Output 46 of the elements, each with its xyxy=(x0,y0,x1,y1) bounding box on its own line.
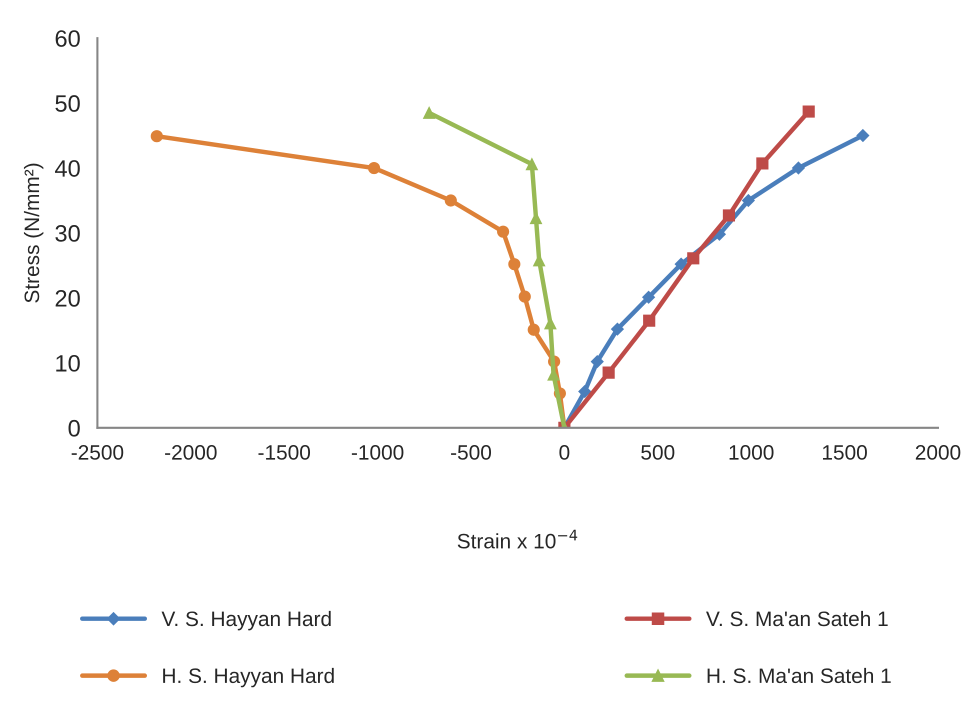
x-tick-label: 1000 xyxy=(730,445,774,460)
x-tick-label: 0 xyxy=(559,445,570,460)
point xyxy=(742,194,755,207)
point xyxy=(444,194,457,207)
point xyxy=(150,130,163,142)
x-tick-label: -500 xyxy=(451,445,492,460)
point xyxy=(802,105,815,118)
x-tick-label: 1500 xyxy=(822,445,867,460)
point xyxy=(643,314,656,327)
point xyxy=(508,258,520,270)
point xyxy=(792,162,805,174)
legend-label: H. S. Hayyan Hard xyxy=(163,668,334,688)
point xyxy=(368,162,380,174)
point xyxy=(856,129,870,142)
point xyxy=(642,290,656,304)
x-tick-label: -2500 xyxy=(72,445,124,460)
point xyxy=(528,324,540,336)
x-tick-label: 500 xyxy=(641,445,674,460)
x-tick-label: -2000 xyxy=(165,445,217,460)
y-tick-label: 40 xyxy=(55,160,80,177)
point xyxy=(687,252,700,264)
x-tick-label: -1000 xyxy=(352,445,404,460)
point xyxy=(756,157,768,170)
point xyxy=(602,366,615,379)
point xyxy=(611,322,624,336)
y-tick-label: 60 xyxy=(56,30,80,47)
y-tick-label: 50 xyxy=(55,95,80,112)
point xyxy=(526,158,538,170)
x-tick-label: -1500 xyxy=(258,445,310,460)
y-axis-title: Stress (N/mm²) xyxy=(24,164,44,303)
x-tick-label: 2000 xyxy=(916,445,960,460)
y-tick-label: 20 xyxy=(56,290,80,307)
y-tick-label: 30 xyxy=(55,225,80,242)
x-axis-title: Strain x 10$^{−4}$ xyxy=(458,530,578,549)
point xyxy=(590,355,604,368)
point xyxy=(423,106,436,119)
legend-label: H. S. Ma'an Sateh 1 xyxy=(708,668,891,684)
point xyxy=(497,226,510,238)
y-tick-label: 0 xyxy=(68,420,80,437)
y-tick-label: 10 xyxy=(56,354,80,372)
point xyxy=(518,290,531,303)
legend-label: V. S. Hayyan Hard xyxy=(162,610,331,630)
point xyxy=(674,258,688,271)
point xyxy=(722,209,736,222)
legend-label: V. S. Ma'an Sateh 1 xyxy=(706,610,888,626)
point xyxy=(578,385,592,398)
